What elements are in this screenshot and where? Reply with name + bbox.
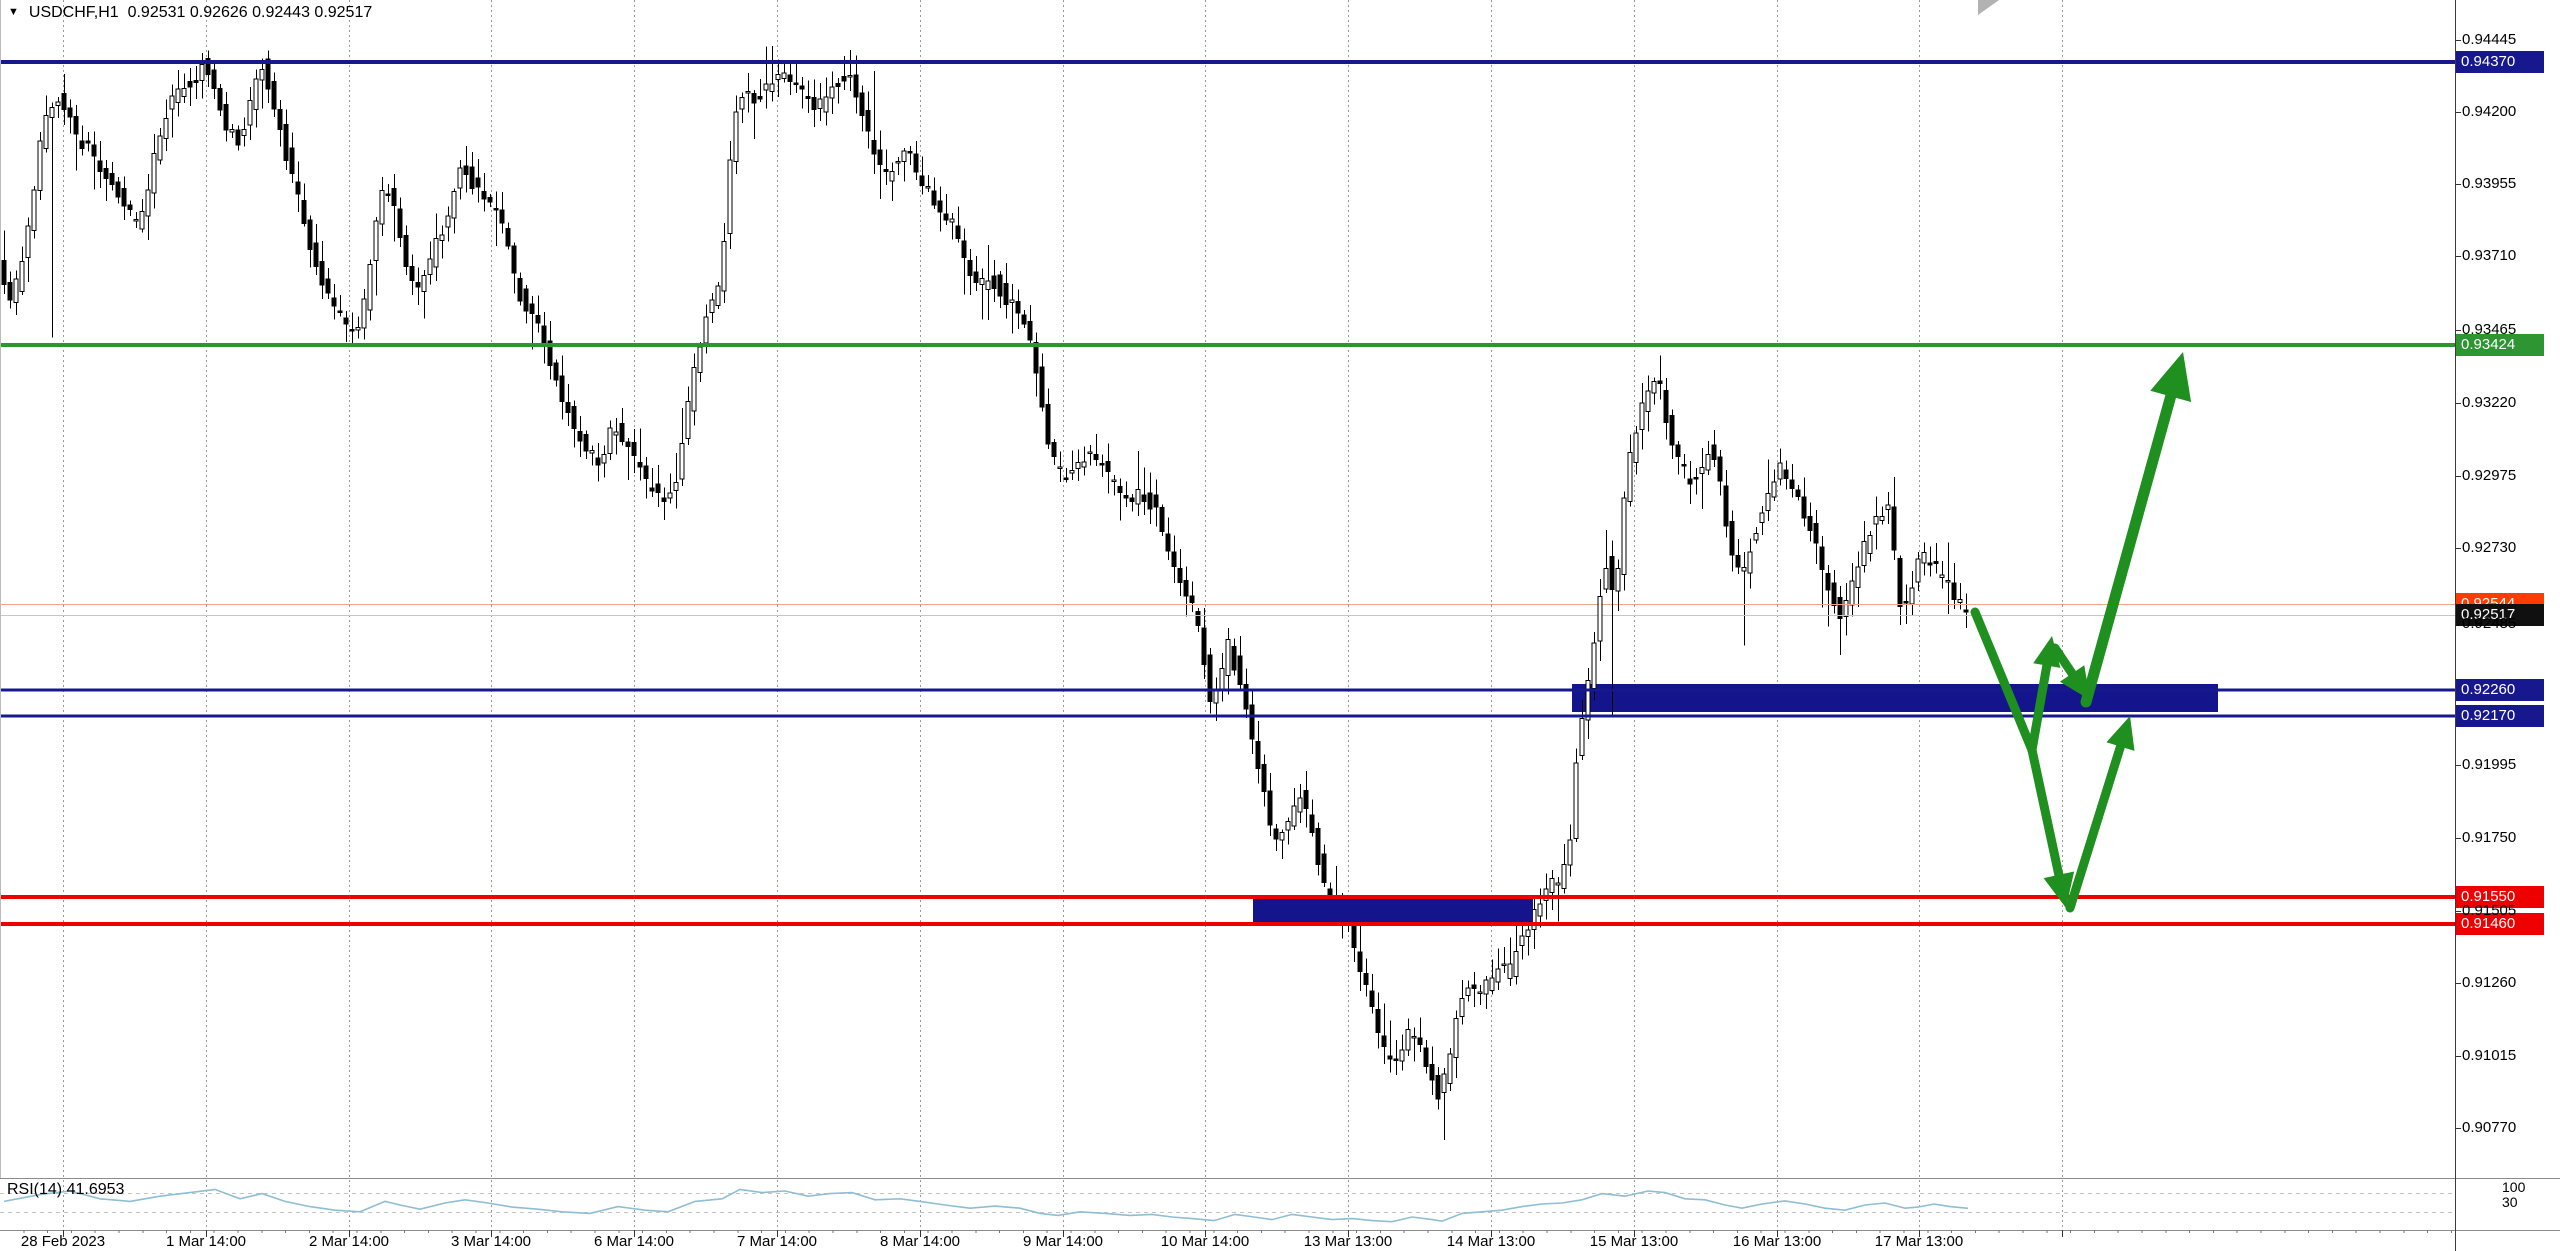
projection-up-3 xyxy=(2080,390,2177,708)
price-tag-0.92170: 0.92170 xyxy=(2456,705,2544,727)
price-tick-0.91505: 0.91505 xyxy=(2462,902,2517,919)
projection-up-1 xyxy=(2027,661,2052,755)
horizontal-level-lines xyxy=(0,60,2455,926)
candlesticks xyxy=(1,46,1969,1140)
price-tick-0.93465: 0.93465 xyxy=(2462,321,2517,338)
price-tick-0.91750: 0.91750 xyxy=(2462,829,2517,846)
time-tick: 15 Mar 13:00 xyxy=(1589,1233,1679,1250)
projection-up-3-head xyxy=(2150,352,2192,402)
projection-down-3 xyxy=(2027,745,2064,880)
demand-zone-0.9217-0.9226[interactable] xyxy=(1572,684,2218,712)
candlesticks-front xyxy=(1567,355,1669,877)
rsi-scale-30: 30 xyxy=(2502,1194,2518,1210)
rsi-scale-100: 100 xyxy=(2502,1179,2526,1195)
price-tick-0.93220: 0.93220 xyxy=(2462,394,2517,411)
projection-arrows[interactable] xyxy=(1970,352,2192,913)
price-tick-0.91995: 0.91995 xyxy=(2462,756,2517,773)
price-tick-0.92730: 0.92730 xyxy=(2462,539,2517,556)
time-tick: 6 Mar 14:00 xyxy=(593,1233,675,1250)
time-tick: 10 Mar 14:00 xyxy=(1160,1233,1250,1250)
price-tick-0.94445: 0.94445 xyxy=(2462,31,2517,48)
projection-down-2 xyxy=(2050,643,2077,678)
rsi-line xyxy=(3,1188,1969,1223)
time-tick: 16 Mar 13:00 xyxy=(1732,1233,1822,1250)
projection-down-3-head xyxy=(2043,871,2075,908)
chart-corner-marker xyxy=(1978,0,1999,15)
price-tick-0.93955: 0.93955 xyxy=(2462,175,2517,192)
price-tag-0.93424: 0.93424 xyxy=(2456,334,2544,356)
price-tag-0.92517: 0.92517 xyxy=(2456,604,2544,626)
time-tick: 14 Mar 13:00 xyxy=(1446,1233,1536,1250)
symbol-quote-text: USDCHF,H1 0.92531 0.92626 0.92443 0.9251… xyxy=(28,4,373,21)
projection-down-1 xyxy=(1970,607,2037,755)
price-tick-0.91015: 0.91015 xyxy=(2462,1047,2517,1064)
time-tick: 28 Feb 2023 xyxy=(20,1233,106,1250)
time-tick: 9 Mar 14:00 xyxy=(1022,1233,1104,1250)
price-tag-0.91460: 0.91460 xyxy=(2456,913,2544,935)
time-tick: 3 Mar 14:00 xyxy=(450,1233,532,1250)
time-tick: 17 Mar 13:00 xyxy=(1874,1233,1964,1250)
price-tag-0.92260: 0.92260 xyxy=(2456,679,2544,701)
time-tick: 7 Mar 14:00 xyxy=(736,1233,818,1250)
bid-ask-lines xyxy=(0,604,2455,616)
price-tick-0.92485: 0.92485 xyxy=(2462,615,2517,632)
time-tick: 1 Mar 14:00 xyxy=(165,1233,247,1250)
symbol-dropdown-icon: ▼ xyxy=(8,6,19,18)
time-tick: 8 Mar 14:00 xyxy=(879,1233,961,1250)
price-tick-0.91260: 0.91260 xyxy=(2462,974,2517,991)
projection-up-2-head xyxy=(2106,716,2135,751)
projection-up-2 xyxy=(2065,742,2125,913)
projection-down-2-head xyxy=(2059,665,2090,700)
chart-title: ▼ USDCHF,H1 0.92531 0.92626 0.92443 0.925… xyxy=(8,4,372,22)
price-tick-0.94200: 0.94200 xyxy=(2462,103,2517,120)
time-tick: 2 Mar 14:00 xyxy=(308,1233,390,1250)
rsi-indicator-label: RSI(14) 41.6953 xyxy=(7,1181,125,1198)
price-tag-0.94370: 0.94370 xyxy=(2456,51,2544,73)
price-tag-0.91550: 0.91550 xyxy=(2456,886,2544,908)
price-tick-0.90770: 0.90770 xyxy=(2462,1119,2517,1136)
price-tick-0.93710: 0.93710 xyxy=(2462,247,2517,264)
price-tick-0.92975: 0.92975 xyxy=(2462,467,2517,484)
time-tick: 13 Mar 13:00 xyxy=(1303,1233,1393,1250)
demand-zone-0.9146-0.9155[interactable] xyxy=(1253,898,1533,924)
